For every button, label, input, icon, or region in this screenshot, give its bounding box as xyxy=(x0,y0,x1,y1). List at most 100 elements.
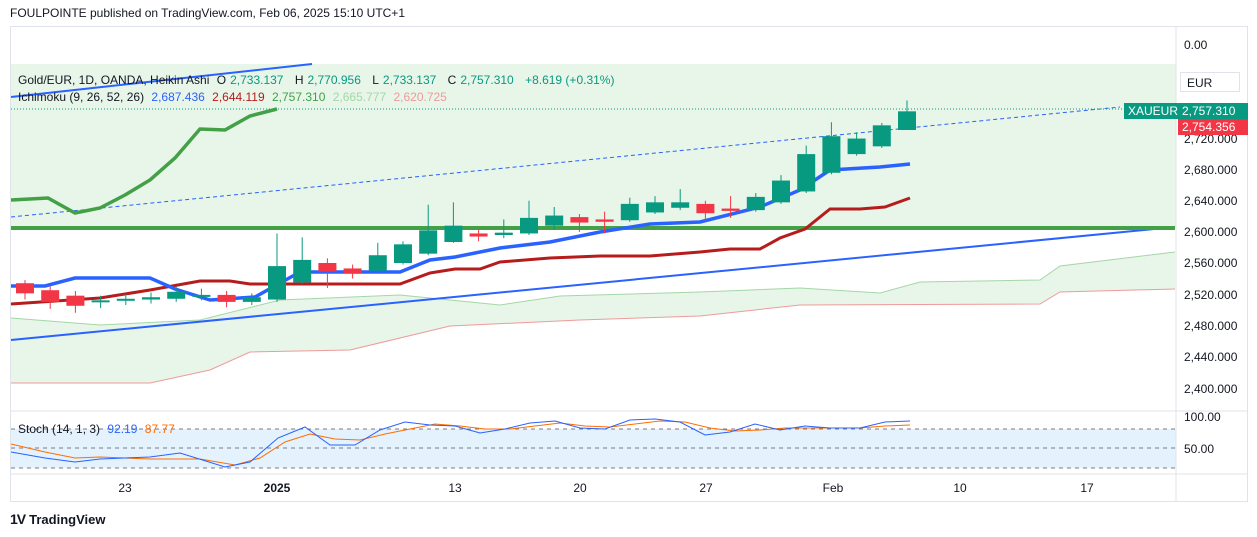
other-price-tag: 2,754.356 xyxy=(1178,119,1248,135)
time-tick-label: 27 xyxy=(699,481,713,495)
price-tick-label: 2,440.000 xyxy=(1184,350,1238,364)
candle xyxy=(242,293,261,305)
candle-body xyxy=(494,232,513,235)
candle xyxy=(797,145,816,193)
candle xyxy=(91,295,110,309)
candle xyxy=(721,196,740,218)
chart-frame xyxy=(10,26,1248,502)
symbol-tag: XAUEUR xyxy=(1124,103,1183,119)
time-tick-label: 17 xyxy=(1080,481,1094,495)
candle-body xyxy=(746,196,765,211)
price-tick-label: 2,600.000 xyxy=(1184,225,1238,239)
symbol-label: Gold/EUR, 1D, OANDA, Heikin Ashi xyxy=(18,73,210,87)
candle xyxy=(570,214,589,232)
candle-body xyxy=(520,217,538,234)
publish-header: FOULPOINTE published on TradingView.com,… xyxy=(10,6,405,20)
candle xyxy=(217,291,236,308)
price-tick-label: 2,480.000 xyxy=(1184,319,1238,333)
candle-body xyxy=(167,291,186,299)
candle xyxy=(469,229,488,242)
candle-body xyxy=(268,266,286,300)
candle-body xyxy=(419,230,438,254)
candle xyxy=(898,100,916,130)
last-price-tag: 2,757.310 xyxy=(1178,103,1248,119)
price-legend: Gold/EUR, 1D, OANDA, Heikin Ashi O 2,733.… xyxy=(18,73,615,87)
currency-button[interactable]: EUR xyxy=(1180,72,1240,92)
time-tick-label: 13 xyxy=(448,481,462,495)
candle-body xyxy=(293,259,312,283)
candle xyxy=(746,193,765,212)
candle xyxy=(192,288,211,301)
upper-trendline xyxy=(10,63,313,98)
tradingview-logo[interactable]: 1V TradingView xyxy=(10,511,106,527)
stoch-legend: Stoch (14, 1, 3) 92.19 87.77 xyxy=(18,422,175,436)
candle xyxy=(696,200,715,221)
candle xyxy=(444,202,463,243)
candle xyxy=(318,258,337,288)
price-tick-label: 2,520.000 xyxy=(1184,288,1238,302)
stoch-tick-label: 100.00 xyxy=(1184,410,1221,424)
candle xyxy=(16,280,34,300)
stoch-k-line xyxy=(10,418,911,468)
price-tick-label: 2,400.000 xyxy=(1184,382,1238,396)
candle-body xyxy=(721,208,740,211)
price-tick-label: 0.00 xyxy=(1184,38,1208,52)
base-line xyxy=(10,196,911,306)
ichimoku-legend: Ichimoku (9, 26, 52, 26) 2,687.436 2,644… xyxy=(18,90,447,104)
candle-body xyxy=(343,268,362,274)
candle-body xyxy=(671,202,690,208)
candle-body xyxy=(116,298,135,301)
candle-body xyxy=(847,138,866,155)
cloud-upper xyxy=(11,64,1176,228)
lower-trendline xyxy=(10,226,1176,341)
candle-body xyxy=(41,290,60,302)
candle-body xyxy=(142,297,160,300)
leading-span-a xyxy=(10,251,1176,326)
mid-trendline xyxy=(10,106,1121,218)
candle-body xyxy=(217,294,236,302)
price-tick-label: 2,560.000 xyxy=(1184,256,1238,270)
time-tick-label: 10 xyxy=(953,481,967,495)
candle xyxy=(116,294,135,305)
price-tick-label: 2,640.000 xyxy=(1184,194,1238,208)
candle xyxy=(41,286,60,309)
time-tick-label: Feb xyxy=(823,481,844,495)
candle-body xyxy=(797,154,816,192)
candle xyxy=(268,233,286,302)
candle-body xyxy=(545,215,564,226)
candle-body xyxy=(822,136,841,173)
candle xyxy=(167,286,186,302)
stoch-band xyxy=(11,429,1176,468)
candle xyxy=(847,132,866,156)
candle xyxy=(520,200,538,235)
candle xyxy=(772,175,790,204)
candle-body xyxy=(696,203,715,214)
tv-logo-icon: 1V xyxy=(10,511,26,527)
change-value: +8.619 (+0.31%) xyxy=(525,73,615,87)
time-tick-label: 2025 xyxy=(264,481,291,495)
price-tick-label: 2,680.000 xyxy=(1184,163,1238,177)
candle xyxy=(545,207,564,230)
candle-body xyxy=(444,225,463,242)
candle xyxy=(494,219,513,239)
candle-body xyxy=(872,125,891,147)
candle xyxy=(822,122,841,175)
candle-body xyxy=(16,283,34,294)
candle xyxy=(368,242,387,273)
candle xyxy=(343,264,362,279)
candle-body xyxy=(192,294,211,297)
candle xyxy=(394,241,412,265)
candle xyxy=(671,189,690,211)
candle-body xyxy=(646,202,664,213)
time-tick-label: 23 xyxy=(118,481,132,495)
candle xyxy=(419,204,438,256)
candle-body xyxy=(91,300,110,303)
time-tick-label: 20 xyxy=(573,481,587,495)
candle-body xyxy=(66,295,85,306)
candle-body xyxy=(898,111,916,130)
stoch-tick-label: 50.00 xyxy=(1184,442,1214,456)
leading-span-b xyxy=(11,288,1176,384)
candle-body xyxy=(772,180,790,203)
candle xyxy=(66,291,85,313)
